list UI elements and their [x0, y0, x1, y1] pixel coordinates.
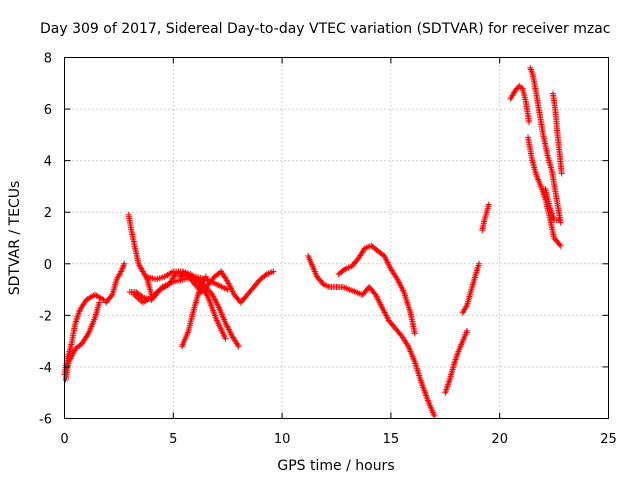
- data-point: [99, 296, 106, 303]
- x-tick-label: 15: [383, 432, 400, 447]
- data-point: [411, 330, 418, 337]
- series-track-18: [550, 90, 565, 177]
- series-track-17: [524, 134, 564, 249]
- series-track-19: [542, 186, 562, 223]
- data-point: [131, 291, 138, 298]
- series-track-9: [176, 271, 242, 350]
- data-point: [224, 286, 231, 293]
- data-point: [136, 296, 143, 303]
- data-point: [223, 277, 230, 284]
- data-point: [485, 201, 492, 208]
- chart-title: Day 309 of 2017, Sidereal Day-to-day VTE…: [40, 21, 610, 37]
- series-track-4: [125, 211, 155, 298]
- y-tick-label: 2: [44, 206, 52, 221]
- data-point: [121, 260, 128, 267]
- data-point: [235, 343, 242, 350]
- y-tick-label: 8: [44, 52, 52, 67]
- data-point: [155, 287, 162, 294]
- data-point: [152, 290, 159, 297]
- x-tick-label: 10: [274, 432, 291, 447]
- x-tick-label: 25: [600, 432, 617, 447]
- data-point: [135, 295, 142, 302]
- series-track-12: [442, 327, 471, 396]
- data-point: [464, 327, 471, 334]
- data-point: [431, 412, 438, 419]
- y-tick-label: -2: [39, 309, 52, 324]
- data-point: [96, 299, 103, 306]
- data-point: [556, 241, 563, 248]
- data-point: [153, 289, 160, 296]
- series-track-3: [102, 260, 128, 306]
- data-point: [270, 268, 277, 275]
- data-point: [208, 290, 215, 297]
- y-axis-label: SDTVAR / TECUs: [7, 181, 23, 296]
- data-point: [222, 335, 229, 342]
- y-tick-label: 4: [44, 155, 52, 170]
- x-tick-label: 5: [169, 432, 177, 447]
- series-track-10: [305, 253, 438, 419]
- data-point: [149, 293, 156, 300]
- y-tick-label: -6: [39, 413, 52, 428]
- series-track-15: [507, 82, 533, 125]
- data-point: [555, 216, 562, 223]
- data-point: [404, 341, 411, 348]
- series-track-11: [335, 242, 418, 337]
- axis-ticks: 0 5 10 15 20 25 -6 -4 -2 0 2 4 6 8: [39, 52, 617, 448]
- data-point: [202, 273, 209, 280]
- series-track-14: [479, 201, 492, 234]
- y-tick-label: 0: [44, 258, 52, 273]
- x-tick-label: 20: [491, 432, 508, 447]
- data-marks: [61, 64, 565, 419]
- series-track-8: [179, 273, 209, 350]
- data-point: [558, 170, 565, 177]
- y-tick-label: -4: [39, 361, 52, 376]
- series-track-16: [527, 64, 564, 226]
- data-point: [393, 274, 400, 281]
- x-axis-label: GPS time / hours: [277, 458, 394, 474]
- data-point: [168, 269, 175, 276]
- data-point: [151, 291, 158, 298]
- series-track-13: [459, 260, 483, 316]
- data-point: [84, 331, 91, 338]
- data-point: [132, 293, 139, 300]
- data-point: [148, 294, 155, 301]
- data-point: [134, 294, 141, 301]
- plot-frame: [64, 57, 609, 419]
- series-track-2: [62, 299, 103, 383]
- grid-lines: [64, 57, 609, 419]
- data-point: [156, 286, 163, 293]
- data-point: [476, 260, 483, 267]
- y-tick-label: 6: [44, 103, 52, 118]
- data-point: [557, 242, 564, 249]
- data-point: [526, 118, 533, 125]
- x-tick-label: 0: [60, 432, 68, 447]
- data-point: [108, 293, 115, 300]
- data-point: [234, 341, 241, 348]
